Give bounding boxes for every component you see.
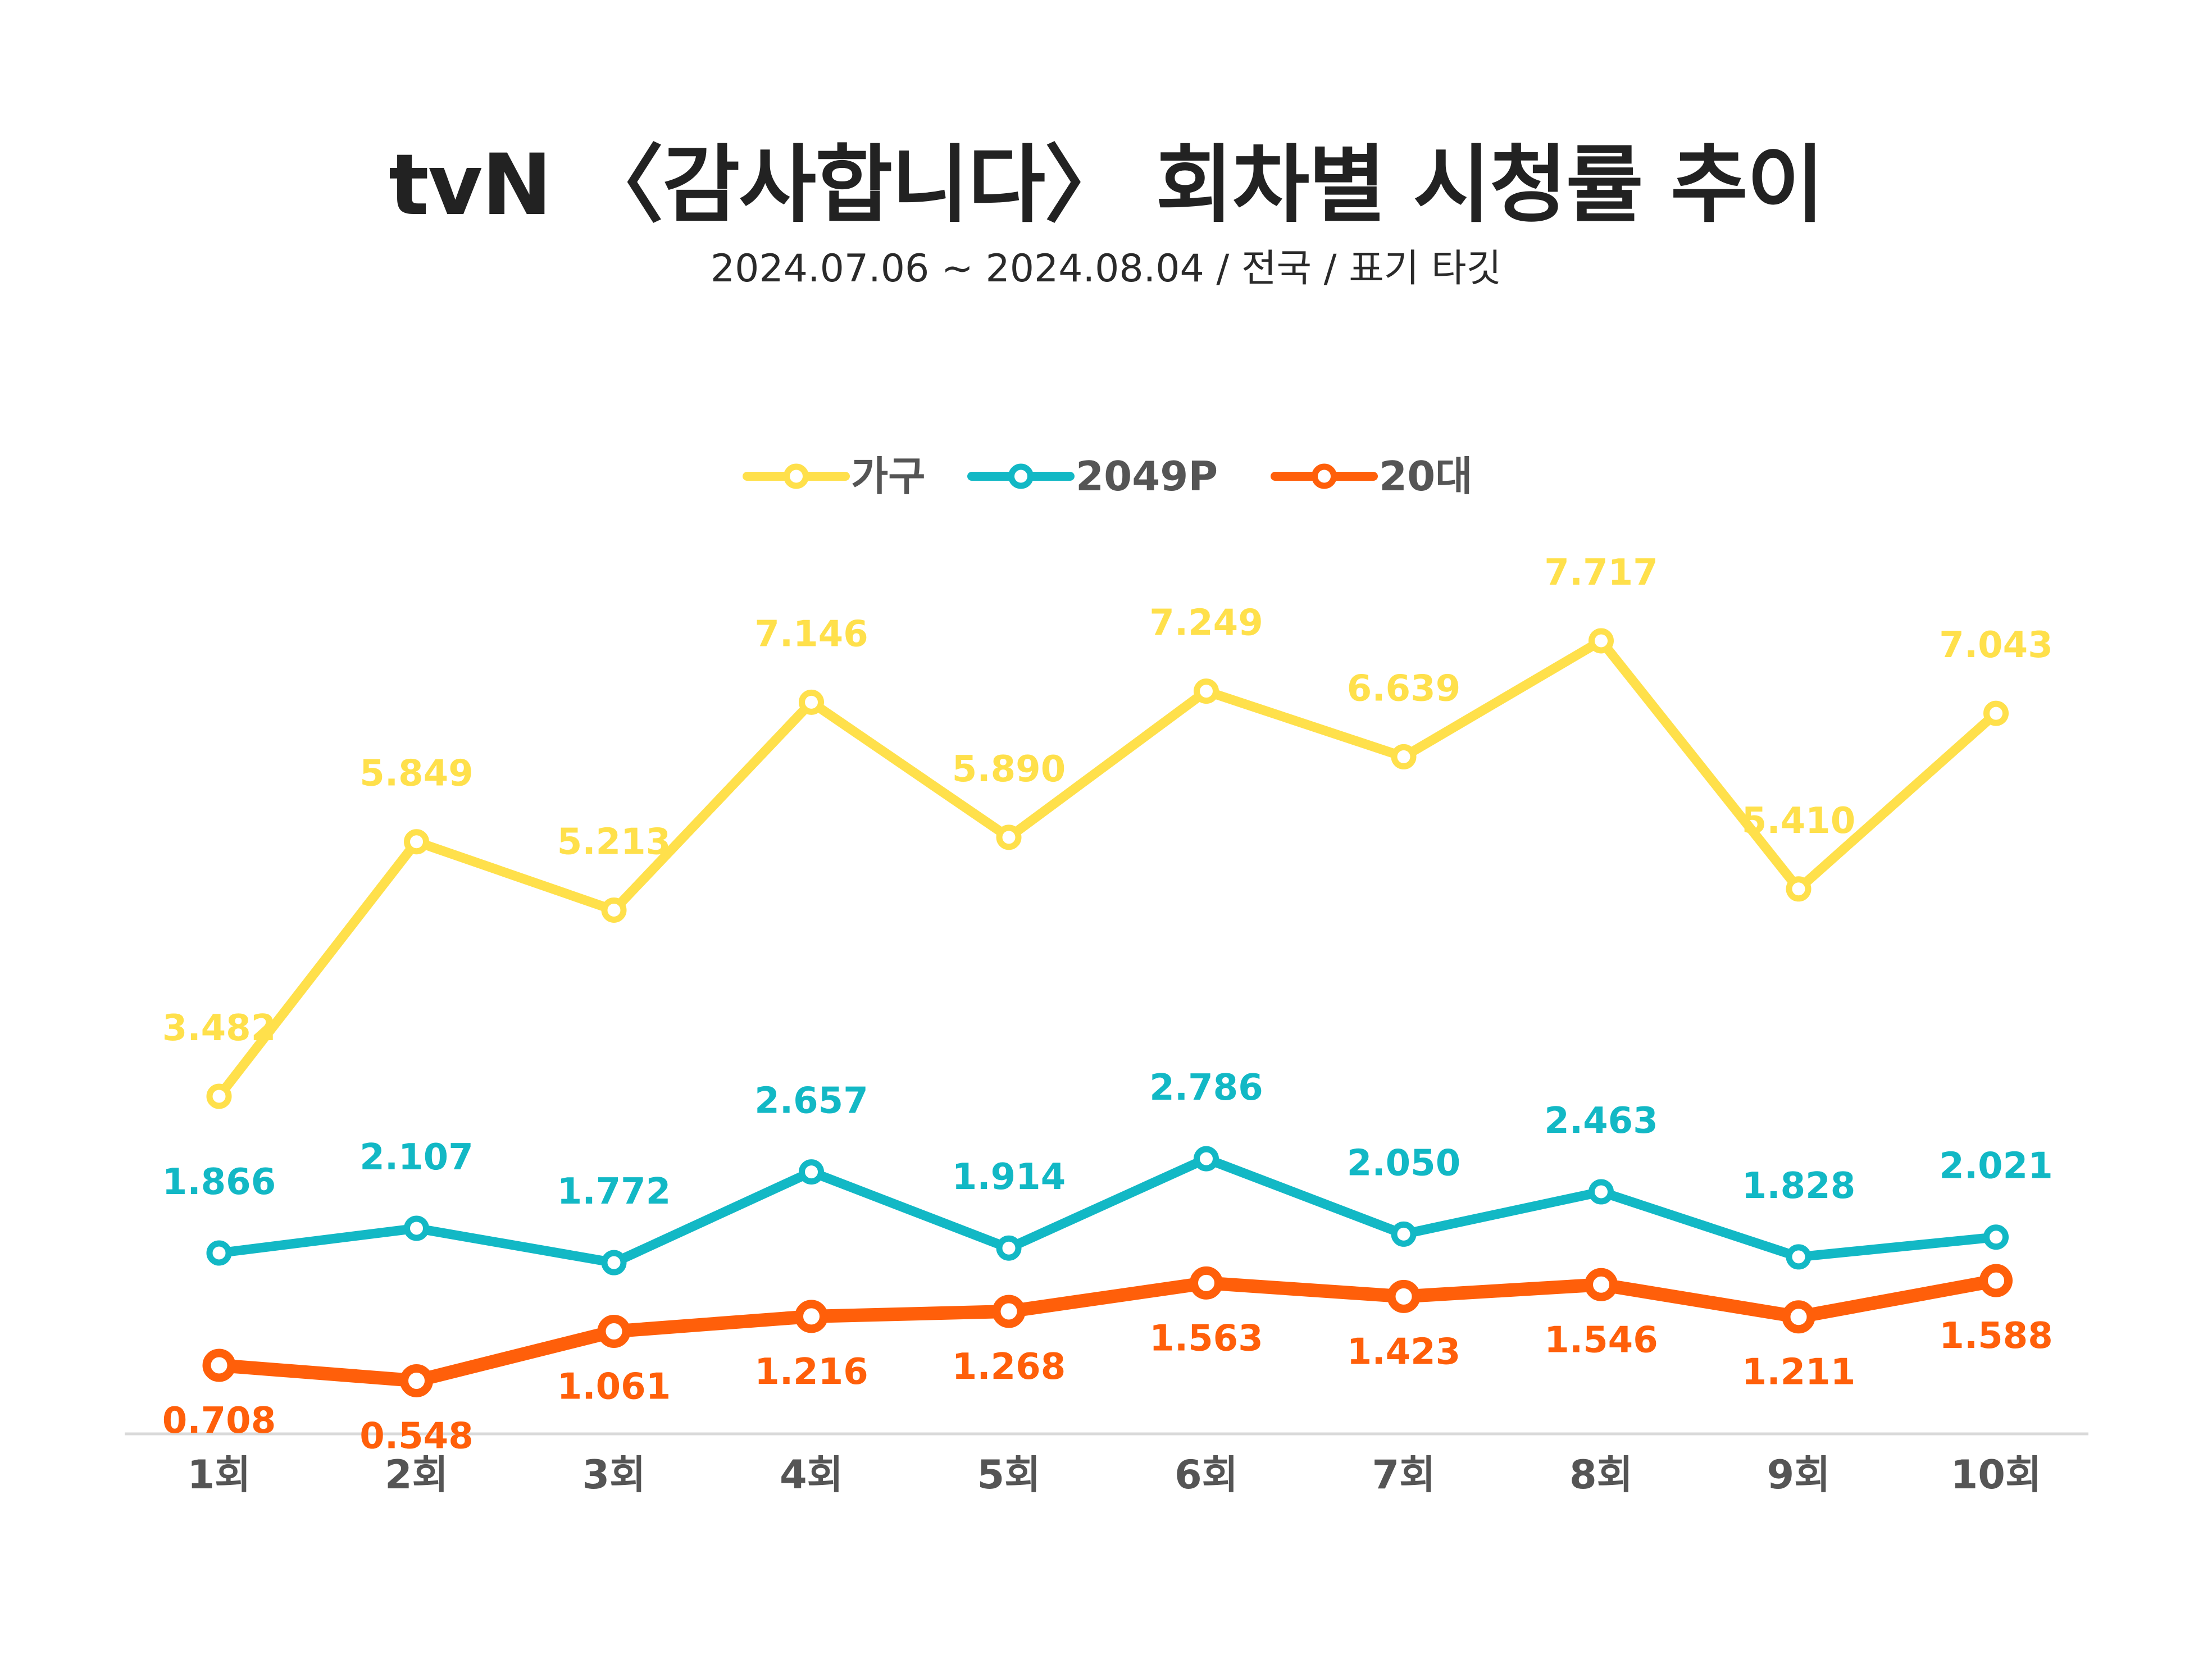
- x-tick-label: 10회: [1951, 1452, 2042, 1498]
- chart-legend: 가구 2049P 20대: [743, 453, 1472, 500]
- data-label: 5.213: [557, 822, 671, 863]
- data-point: [799, 689, 824, 715]
- data-point: [404, 829, 429, 855]
- legend-item: 가구: [743, 453, 925, 500]
- data-point: [1589, 1179, 1614, 1205]
- data-point: [1786, 876, 1812, 902]
- data-label: 5.849: [359, 753, 473, 795]
- data-point: [1979, 1264, 2013, 1297]
- data-label: 1.211: [1742, 1352, 1855, 1393]
- data-point: [400, 1364, 433, 1397]
- data-point: [1782, 1300, 1815, 1334]
- data-label: 7.146: [754, 613, 868, 655]
- x-tick-label: 8회: [1569, 1452, 1633, 1498]
- data-label: 1.772: [557, 1171, 671, 1213]
- data-point: [1585, 1268, 1618, 1301]
- data-label: 1.588: [1939, 1315, 2052, 1357]
- chart-subtitle: 2024.07.06 ~ 2024.08.04 / 전국 / 표기 타깃: [710, 247, 1502, 291]
- legend-item: 20대: [1271, 453, 1472, 500]
- data-point: [601, 1250, 627, 1275]
- data-label: 5.410: [1742, 800, 1855, 842]
- data-label: 7.249: [1149, 603, 1263, 644]
- data-point: [597, 1314, 631, 1348]
- data-point: [996, 824, 1022, 850]
- data-point: [601, 897, 627, 923]
- legend-label: 2049P: [1076, 453, 1218, 500]
- data-point: [1983, 700, 2009, 726]
- series-1: 3.482 5.849 5.213 7.146 5.890 7.249 6.639 7.717…: [162, 552, 2053, 1109]
- data-point: [996, 1235, 1022, 1261]
- data-label: 1.546: [1544, 1319, 1658, 1361]
- data-label: 1.828: [1742, 1165, 1855, 1207]
- data-point: [992, 1295, 1026, 1328]
- data-label: 1.914: [952, 1156, 1066, 1198]
- series-line: [214, 1154, 2001, 1268]
- data-point: [206, 1083, 232, 1109]
- x-tick-label: 5회: [977, 1452, 1040, 1498]
- data-point: [1194, 1146, 1219, 1172]
- series-line: [214, 636, 2001, 1101]
- legend-label: 20대: [1379, 453, 1472, 500]
- data-label: 5.890: [952, 749, 1066, 790]
- legend-label: 가구: [851, 453, 925, 500]
- data-label: 2.786: [1149, 1067, 1263, 1109]
- data-label: 2.657: [754, 1081, 868, 1122]
- data-point: [1194, 678, 1219, 704]
- data-point: [799, 1159, 824, 1185]
- data-point: [795, 1300, 828, 1333]
- data-point: [1391, 744, 1417, 769]
- series-line: [212, 1274, 2003, 1388]
- data-label: 0.708: [162, 1400, 276, 1442]
- x-tick-label: 9회: [1767, 1452, 1830, 1498]
- data-point: [404, 1215, 429, 1241]
- data-point: [206, 1240, 232, 1266]
- chart-title: tvN 〈감사합니다〉 회차별 시청률 추이: [389, 136, 1824, 234]
- data-point: [1589, 628, 1614, 654]
- data-point: [202, 1348, 236, 1382]
- legend-swatch-marker: [1312, 463, 1337, 489]
- data-label: 0.548: [359, 1415, 473, 1457]
- data-point: [1387, 1279, 1421, 1313]
- series-3: 0.708 0.548 1.061 1.216 1.268 1.563 1.423 1.546…: [162, 1264, 2053, 1457]
- data-label: 7.043: [1939, 625, 2052, 666]
- x-tick-label: 4회: [780, 1452, 843, 1498]
- x-tick-label: 6회: [1175, 1452, 1238, 1498]
- data-label: 1.216: [754, 1351, 868, 1393]
- x-tick-label: 7회: [1372, 1452, 1435, 1498]
- data-label: 6.639: [1347, 668, 1460, 709]
- legend-swatch-marker: [784, 463, 809, 489]
- data-label: 2.050: [1347, 1142, 1460, 1184]
- data-label: 7.717: [1544, 552, 1658, 594]
- x-tick-label: 1회: [187, 1452, 251, 1498]
- data-label: 2.463: [1544, 1100, 1658, 1142]
- data-label: 2.021: [1939, 1146, 2052, 1187]
- data-point: [1190, 1266, 1223, 1300]
- x-tick-label: 3회: [582, 1452, 645, 1498]
- data-point: [1786, 1244, 1812, 1270]
- data-label: 1.563: [1149, 1318, 1263, 1359]
- data-label: 2.107: [359, 1137, 473, 1178]
- series-2: 1.866 2.107 1.772 2.657 1.914 2.786 2.050 2.463…: [162, 1067, 2053, 1275]
- data-label: 3.482: [162, 1008, 276, 1049]
- legend-item: 2049P: [967, 453, 1218, 500]
- legend-swatch-marker: [1008, 463, 1034, 489]
- data-label: 1.866: [162, 1161, 276, 1203]
- x-tick-label: 2회: [385, 1452, 448, 1498]
- data-point: [1391, 1221, 1417, 1247]
- data-label: 1.061: [557, 1366, 671, 1407]
- data-label: 1.423: [1347, 1331, 1460, 1373]
- data-point: [1983, 1224, 2009, 1250]
- data-label: 1.268: [952, 1346, 1066, 1388]
